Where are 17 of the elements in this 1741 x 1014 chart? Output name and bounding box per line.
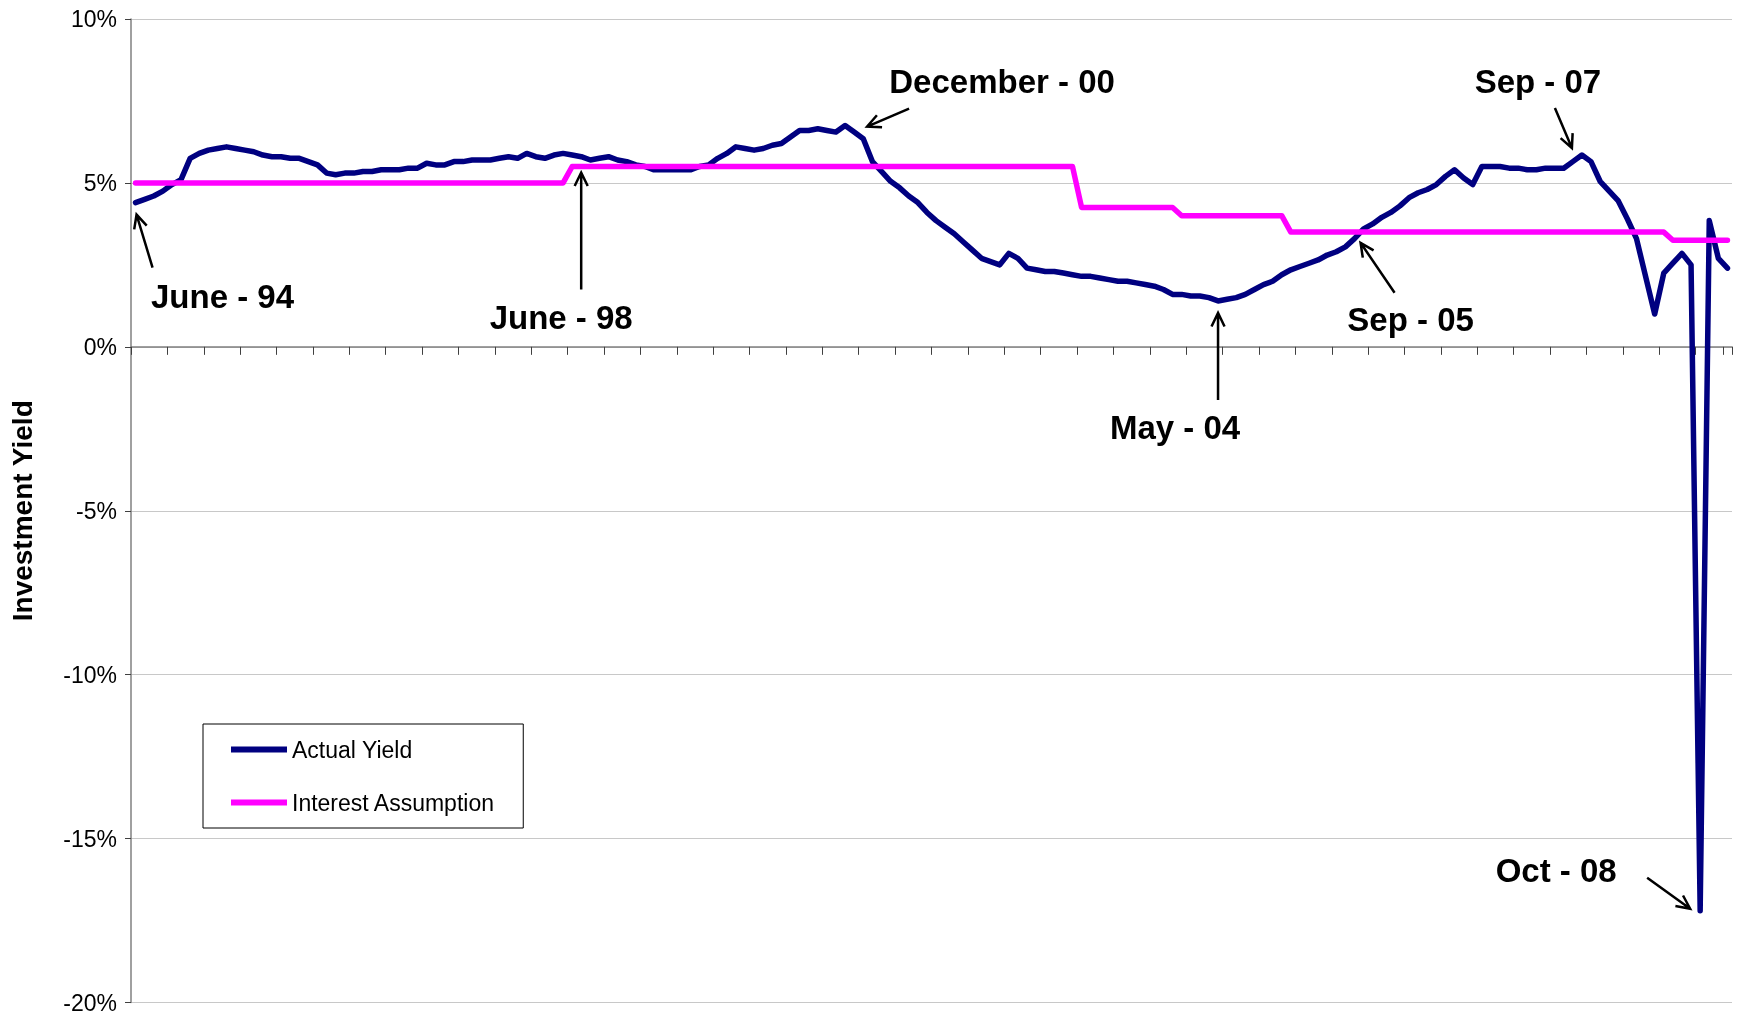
y-tick-label: 10% — [70, 6, 117, 32]
y-tick-label: -20% — [63, 989, 117, 1014]
annotation: Sep - 05 — [1347, 301, 1474, 339]
annotation: June - 94 — [151, 278, 295, 316]
legend-label: Interest Assumption — [292, 789, 494, 816]
y-tick-label: 5% — [83, 169, 117, 196]
y-tick-label: 0% — [83, 333, 117, 360]
y-axis-title: Investment Yield — [6, 400, 38, 622]
annotation: June - 98 — [489, 299, 633, 337]
annotation: December - 00 — [889, 63, 1115, 101]
y-tick-label: -5% — [76, 497, 117, 524]
annotation: Oct - 08 — [1495, 852, 1617, 890]
y-tick-label: -15% — [63, 825, 117, 852]
legend-label: Actual Yield — [292, 736, 413, 763]
y-tick-label: -10% — [63, 661, 117, 688]
annotation: Sep - 07 — [1474, 62, 1602, 100]
annotation: May - 04 — [1109, 409, 1241, 447]
